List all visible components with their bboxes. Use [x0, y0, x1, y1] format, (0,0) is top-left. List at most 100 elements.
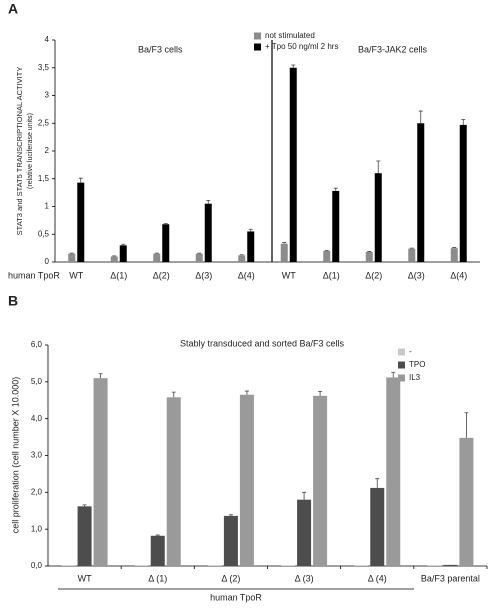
- bar: [110, 256, 118, 262]
- legend-swatch: [254, 43, 261, 51]
- bar: [459, 124, 467, 262]
- bar: [207, 565, 222, 566]
- error-bar: [244, 390, 249, 395]
- error-bar: [418, 110, 423, 124]
- error-bar: [324, 249, 329, 251]
- error-bar: [333, 187, 338, 191]
- legend-label: not stimulated: [265, 31, 315, 40]
- bar: [450, 248, 458, 262]
- error-bar: [452, 247, 457, 249]
- bar: [370, 487, 385, 566]
- error-bar: [302, 491, 307, 500]
- y-tick-label: 2,5: [38, 118, 50, 127]
- x-tick-label: Δ(1): [110, 270, 127, 280]
- error-bar: [197, 252, 202, 254]
- legend-swatch: [398, 374, 405, 382]
- y-tick-label: 1,0: [31, 524, 43, 533]
- bar: [61, 565, 76, 566]
- bar: [153, 253, 161, 262]
- error-bar: [98, 373, 103, 379]
- bar: [166, 397, 181, 566]
- error-bar: [464, 412, 469, 438]
- y-tick-label: 3,5: [38, 63, 50, 72]
- x-tick-label: Δ (1): [148, 573, 167, 583]
- x-tick-label: Δ (4): [368, 573, 387, 583]
- x-tick-label: Δ(3): [195, 270, 212, 280]
- error-bar: [367, 251, 372, 253]
- error-bar: [121, 243, 126, 246]
- x-tick-label: Ba/F3 parental: [421, 573, 480, 583]
- y-tick-label: 0,0: [31, 561, 43, 570]
- bar: [386, 377, 401, 566]
- error-bar: [154, 252, 159, 254]
- bar: [239, 394, 254, 566]
- bar: [313, 395, 328, 566]
- y-axis-label: cell proliferation (cell number X 10.000…: [10, 377, 20, 534]
- annotation: Ba/F3 cells: [138, 44, 183, 54]
- error-bar: [248, 228, 253, 232]
- bar: [281, 565, 296, 566]
- error-bar: [82, 504, 87, 507]
- bar: [408, 248, 416, 262]
- bar: [150, 535, 165, 566]
- panel-label: B: [8, 293, 18, 309]
- error-bar: [461, 118, 466, 125]
- legend-label: IL3: [409, 373, 421, 382]
- bar: [280, 243, 288, 262]
- y-tick-label: 0,5: [38, 229, 50, 238]
- y-tick-label: 3: [45, 91, 50, 100]
- error-bar: [206, 199, 211, 204]
- y-tick-label: 1: [45, 202, 50, 211]
- error-bar: [375, 478, 380, 488]
- bar: [204, 203, 212, 262]
- x-tick-label: Δ(4): [450, 270, 467, 280]
- bar: [195, 253, 203, 262]
- y-tick-label: 6,0: [31, 340, 43, 349]
- y-tick-label: 2,0: [31, 487, 43, 496]
- legend-swatch: [254, 32, 261, 40]
- legend-label: TPO: [409, 360, 425, 369]
- error-bar: [291, 64, 296, 68]
- annotation: Ba/F3-JAK2 cells: [358, 44, 428, 54]
- bar: [417, 123, 425, 262]
- error-bar: [155, 534, 160, 536]
- bar: [93, 378, 108, 566]
- y-axis-sublabel: (relative luciferase units): [27, 113, 34, 189]
- bar: [77, 182, 85, 262]
- x-tick-label: Δ(4): [238, 270, 255, 280]
- legend-swatch: [398, 348, 405, 356]
- y-tick-label: 0: [45, 257, 50, 266]
- bar: [289, 67, 297, 262]
- bar: [427, 565, 442, 566]
- error-bar: [391, 371, 396, 378]
- bar: [119, 245, 127, 262]
- bar: [223, 515, 238, 566]
- bar: [247, 231, 255, 262]
- x-tick-label: WT: [69, 270, 83, 280]
- y-tick-label: 5,0: [31, 377, 43, 386]
- bar: [134, 565, 149, 566]
- x-tick-label: Δ(2): [365, 270, 382, 280]
- bar: [374, 173, 382, 262]
- y-axis-label: STAT3 and STAT5 TRANSCRIPTIONAL ACTIVITY: [15, 67, 24, 236]
- y-tick-label: 3,0: [31, 451, 43, 460]
- error-bar: [409, 247, 414, 249]
- x-tick-label: Δ(1): [323, 270, 340, 280]
- y-tick-label: 2: [45, 146, 50, 155]
- error-bar: [228, 514, 233, 516]
- x-tick-label: WT: [78, 573, 92, 583]
- bar: [459, 437, 474, 566]
- error-bar: [171, 391, 176, 398]
- y-tick-label: 1,5: [38, 174, 50, 183]
- y-tick-label: 4,0: [31, 414, 43, 423]
- bar: [68, 253, 76, 262]
- x-tick-label: Δ (2): [221, 573, 240, 583]
- bar: [332, 190, 340, 262]
- legend-label: + Tpo 50 ng/ml 2 hrs: [265, 42, 338, 51]
- bar: [365, 252, 373, 262]
- x-axis-label: human TpoR: [210, 592, 262, 602]
- bar: [238, 255, 246, 262]
- x-tick-label: Δ(3): [408, 270, 425, 280]
- error-bar: [69, 252, 74, 254]
